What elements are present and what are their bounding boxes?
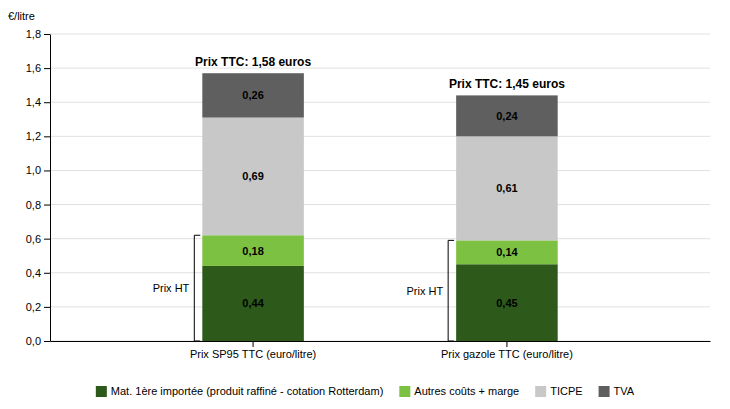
legend-item: TVA [599,385,635,397]
x-tick-label: Prix gazole TTC (euro/litre) [441,348,573,360]
x-axis: Prix SP95 TTC (euro/litre) Prix gazole TT… [51,341,711,360]
grid [50,34,710,341]
bracket-label: Prix HT [406,285,443,297]
y-axis-label: €/litre [8,10,35,22]
y-tick-label: 1,0 [26,164,41,176]
data-label: 0,14 [496,246,518,258]
data-labels: 0,44 0,45 0,18 0,14 0,69 0,61 0,26 0,24 Prix TTC… [195,55,565,309]
bracket-label: Prix HT [153,282,190,294]
y-tick-label: 0,0 [26,335,41,347]
bar-segment [456,264,558,341]
legend-item: Autres coûts + marge [399,385,519,397]
x-axis-line [51,341,711,342]
grid-line [50,306,710,307]
y-tick-mark [44,239,50,240]
y-tick: 1,0 [26,164,50,176]
grid-line [50,204,710,205]
x-tick: Prix gazole TTC (euro/litre) [441,341,573,360]
legend-swatch [535,386,546,397]
legend-swatch [96,386,107,397]
bar-segment [202,73,304,117]
y-tick-mark [44,102,50,103]
bracket-line [448,240,449,341]
bar-segment [202,235,304,266]
legend-label: Autres coûts + marge [414,385,519,397]
bar-segment [456,95,558,136]
grid-line [50,136,710,137]
total-label: Prix TTC: 1,45 euros [449,77,565,91]
grid-line [50,102,710,103]
data-label: 0,61 [496,182,517,194]
y-tick-label: 0,4 [26,267,41,279]
grid-line [50,341,710,342]
y-tick-mark [44,341,50,342]
y-tick: 0,6 [26,233,50,245]
x-tick: Prix SP95 TTC (euro/litre) [190,341,316,360]
grid-line [50,68,710,69]
legend-item: TICPE [535,385,582,397]
bar-segment [202,266,304,341]
bracket-line [194,235,195,341]
y-tick-label: 1,4 [26,96,41,108]
y-tick: 0,8 [26,199,50,211]
series [202,264,557,341]
chart: 0,0 0,2 0,4 0,6 0,8 1,0 1,2 1,4 1,6 1,8 Prix SP95 … [0,0,730,409]
y-tick: 0,4 [26,267,50,279]
x-tick-mark [506,341,507,347]
y-tick-label: 0,8 [26,199,41,211]
y-tick-mark [44,34,50,35]
y-tick: 1,6 [26,62,50,74]
data-label: 0,69 [242,170,263,182]
y-tick: 0,0 [26,335,50,347]
y-tick-mark [44,136,50,137]
data-label: 0,24 [496,110,518,122]
x-tick-mark [253,341,254,347]
bracket: Prix HT [406,240,454,341]
bar-segment [456,240,558,264]
y-tick-mark [44,170,50,171]
y-tick: 1,4 [26,96,50,108]
legend-swatch [399,386,410,397]
y-tick-label: 1,8 [26,28,41,40]
y-tick-mark [44,273,50,274]
y-tick-mark [44,307,50,308]
bar-segment [456,136,558,240]
y-tick-label: 1,2 [26,130,41,142]
data-label: 0,18 [242,245,263,257]
bracket-tick [448,341,454,342]
y-tick-label: 0,2 [26,301,41,313]
grid-line [50,34,710,35]
bar-segment [202,118,304,236]
legend-label: TVA [614,385,635,397]
grid-line [50,170,710,171]
bracket-tick [448,240,454,241]
legend-label: Mat. 1ère importée (produit raffiné - co… [111,385,383,397]
bracket-tick [194,235,200,236]
y-axis-line [50,35,51,342]
bars [202,73,557,341]
prix-ht-brackets: Prix HT Prix HT [153,235,455,341]
plot: 0,0 0,2 0,4 0,6 0,8 1,0 1,2 1,4 1,6 1,8 Prix SP95 … [8,10,711,360]
y-tick: 0,2 [26,301,50,313]
bracket: Prix HT [153,235,201,341]
y-tick-label: 0,6 [26,233,41,245]
y-tick-mark [44,68,50,69]
data-label: 0,26 [242,89,263,101]
y-tick-mark [44,205,50,206]
y-tick-label: 1,6 [26,62,41,74]
legend-item: Mat. 1ère importée (produit raffiné - co… [96,385,383,397]
y-tick: 1,2 [26,130,50,142]
y-tick: 1,8 [26,28,50,40]
data-label: 0,44 [242,297,264,309]
grid-line [50,238,710,239]
data-label: 0,45 [496,297,517,309]
grid-line [50,272,710,273]
y-axis: 0,0 0,2 0,4 0,6 0,8 1,0 1,2 1,4 1,6 1,8 [26,28,51,347]
legend-swatch [599,386,610,397]
x-tick-label: Prix SP95 TTC (euro/litre) [190,348,316,360]
legend-label: TICPE [550,385,582,397]
legend: Mat. 1ère importée (produit raffiné - co… [96,385,635,397]
bracket-tick [194,341,200,342]
total-label: Prix TTC: 1,58 euros [195,55,311,69]
